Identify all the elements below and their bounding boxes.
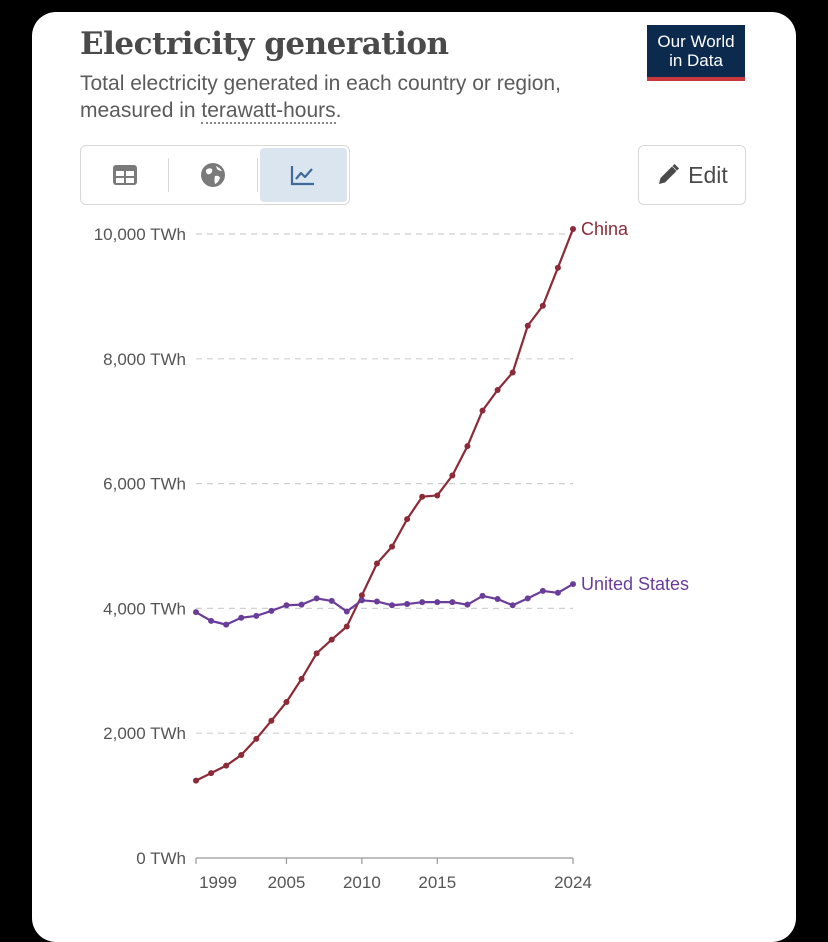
data-point[interactable] — [343, 623, 350, 630]
data-point[interactable] — [389, 543, 396, 550]
x-tick-label: 1999 — [199, 873, 237, 892]
y-tick-label: 4,000 TWh — [103, 599, 186, 618]
y-tick-label: 10,000 TWh — [94, 225, 186, 244]
unit-link[interactable]: terawatt-hours — [201, 99, 336, 124]
data-point[interactable] — [328, 597, 335, 604]
tab-chart[interactable] — [259, 148, 347, 202]
data-point[interactable] — [223, 621, 230, 628]
globe-icon — [200, 163, 225, 187]
data-point[interactable] — [419, 493, 426, 500]
data-point[interactable] — [464, 443, 471, 450]
y-tick-label: 2,000 TWh — [103, 724, 186, 743]
series-label[interactable]: China — [581, 219, 629, 239]
series-label[interactable]: United States — [581, 574, 689, 594]
data-point[interactable] — [328, 636, 335, 643]
tab-map[interactable] — [169, 146, 256, 204]
data-point[interactable] — [373, 560, 380, 567]
data-point[interactable] — [238, 614, 245, 621]
data-point[interactable] — [253, 612, 260, 619]
data-point[interactable] — [208, 770, 215, 777]
data-point[interactable] — [389, 602, 396, 609]
data-point[interactable] — [358, 597, 365, 604]
data-point[interactable] — [358, 592, 365, 599]
series-line-united-states — [195, 583, 574, 626]
logo-line-2: in Data — [669, 51, 723, 70]
data-point[interactable] — [509, 602, 516, 609]
subtitle-text: Total electricity generated in each coun… — [80, 72, 561, 122]
data-point[interactable] — [494, 387, 501, 393]
data-point[interactable] — [268, 717, 275, 724]
view-toggle — [80, 145, 350, 205]
x-tick-label: 2015 — [418, 873, 456, 892]
edit-label: Edit — [688, 161, 728, 188]
series-line-china — [195, 228, 575, 782]
data-point[interactable] — [193, 609, 199, 616]
data-point[interactable] — [449, 599, 456, 606]
data-point[interactable] — [253, 735, 260, 742]
data-point[interactable] — [554, 264, 561, 271]
x-tick-label: 2005 — [268, 873, 306, 892]
data-point[interactable] — [313, 595, 320, 602]
data-point[interactable] — [283, 699, 290, 705]
data-point[interactable] — [434, 492, 441, 499]
chart-card: Electricity generation Total electricity… — [32, 12, 796, 942]
chart-title: Electricity generation — [80, 26, 449, 62]
data-point[interactable] — [313, 650, 320, 657]
line-chart-icon — [291, 166, 315, 186]
data-point[interactable] — [208, 617, 215, 624]
data-point[interactable] — [404, 601, 411, 608]
data-point[interactable] — [494, 596, 501, 603]
data-point[interactable] — [539, 302, 546, 309]
tab-table[interactable] — [81, 146, 168, 204]
data-point[interactable] — [283, 602, 290, 609]
data-point[interactable] — [298, 601, 305, 608]
toggle-divider — [168, 158, 170, 192]
data-point[interactable] — [373, 598, 380, 605]
chart-subtitle: Total electricity generated in each coun… — [80, 70, 640, 124]
edit-button[interactable]: Edit — [638, 145, 746, 205]
pencil-icon — [659, 163, 680, 184]
line-chart: 0 TWh 2,000 TWh 4,000 TWh 6,000 TWh 8,000 TW… — [94, 219, 689, 892]
data-point[interactable] — [449, 472, 456, 479]
data-point[interactable] — [464, 601, 471, 608]
table-icon — [112, 165, 137, 185]
data-point[interactable] — [570, 226, 576, 233]
x-tick-label: 2024 — [554, 873, 592, 892]
data-point[interactable] — [193, 777, 199, 784]
logo-line-1: Our World — [657, 32, 735, 51]
x-tick-label: 2010 — [343, 873, 381, 892]
data-point[interactable] — [268, 607, 275, 614]
data-point[interactable] — [554, 589, 561, 596]
data-point[interactable] — [509, 369, 516, 376]
data-point[interactable] — [434, 599, 441, 606]
subtitle-end: . — [335, 99, 342, 122]
data-point[interactable] — [343, 608, 350, 615]
data-point[interactable] — [223, 762, 230, 769]
data-point[interactable] — [298, 675, 305, 682]
data-point[interactable] — [524, 322, 531, 329]
y-tick-label: 6,000 TWh — [103, 475, 186, 494]
data-point[interactable] — [539, 587, 546, 594]
data-point[interactable] — [479, 592, 486, 599]
data-point[interactable] — [404, 516, 411, 523]
toggle-divider — [256, 158, 258, 192]
data-point[interactable] — [570, 581, 576, 588]
y-tick-label: 8,000 TWh — [103, 350, 186, 369]
data-point[interactable] — [524, 595, 531, 602]
data-point[interactable] — [479, 407, 486, 414]
owid-logo[interactable]: Our World in Data — [647, 25, 745, 81]
data-point[interactable] — [238, 752, 245, 759]
data-point[interactable] — [419, 599, 426, 606]
y-tick-label: 0 TWh — [136, 849, 186, 868]
